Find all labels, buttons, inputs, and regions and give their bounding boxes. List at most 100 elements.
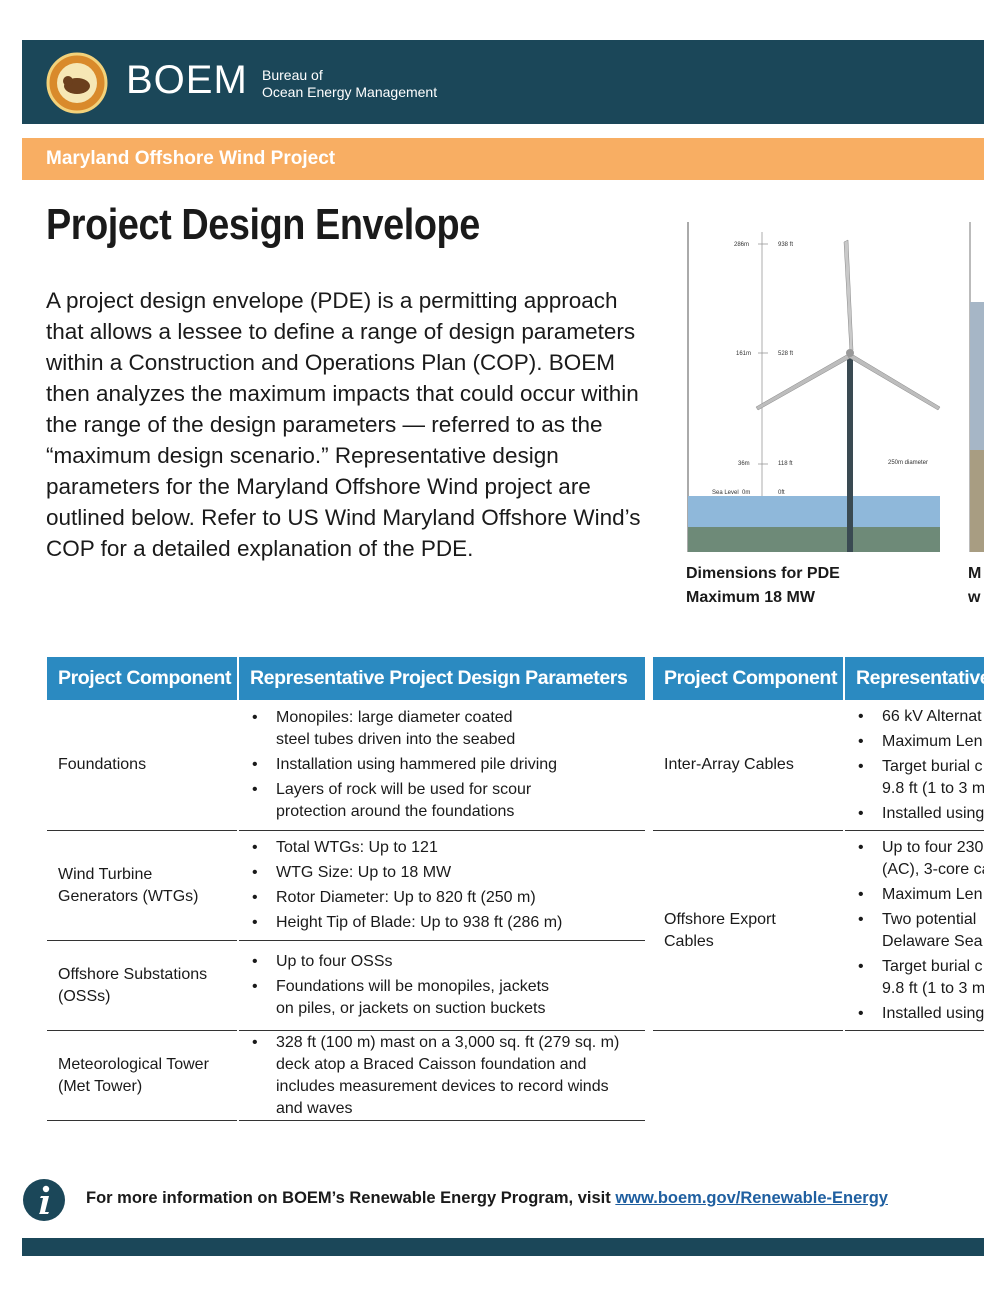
parameters-cell: Up to four OSSs Foundations will be monop… xyxy=(239,941,645,1031)
footer-text: For more information on BOEM’s Renewable… xyxy=(86,1189,888,1208)
page-title: Project Design Envelope xyxy=(46,200,480,249)
dimension-label: 161m xyxy=(736,351,751,357)
bullet-line: steel tubes driven into the seabed xyxy=(276,731,516,748)
bullet-line: 66 kV Alternat xyxy=(882,707,982,725)
parameters-cell: Up to four 230 (AC), 3-core ca Maximum Len… xyxy=(845,831,984,1031)
component-cell: Offshore Substations (OSSs) xyxy=(47,941,237,1031)
bullet-item: Foundations will be monopiles, jackets on… xyxy=(239,976,645,1020)
bullet-item: 328 ft (100 m) mast on a 3,000 sq. ft (2… xyxy=(239,1032,645,1120)
table-header: Representative xyxy=(845,657,984,700)
table-header: Representative Project Design Parameters xyxy=(239,657,645,700)
org-name: Ocean Energy Management xyxy=(262,84,438,100)
bullet-line: Maximum Len xyxy=(882,732,983,750)
component-text: (OSSs) xyxy=(58,987,111,1005)
component-text: Wind Turbine xyxy=(58,865,153,883)
bottom-bar xyxy=(22,1238,984,1256)
bullet-item: Target burial c 9.8 ft (1 to 3 m xyxy=(845,956,984,1000)
bullet-line: Monopiles: large diameter coated xyxy=(276,709,513,726)
dimension-label: 250m diameter xyxy=(888,460,928,466)
component-cell: Meteorological Tower (Met Tower) xyxy=(47,1031,237,1121)
bullet-item: 66 kV Alternat xyxy=(845,706,984,728)
bullet-item: WTG Size: Up to 18 MW xyxy=(239,862,645,884)
figure-caption: Maximum 18 MW xyxy=(686,589,815,606)
dimension-label: 118 ft xyxy=(778,461,793,467)
bullet-line: 9.8 ft (1 to 3 m xyxy=(882,979,984,997)
bullet-item: Total WTGs: Up to 121 xyxy=(239,837,645,859)
bullet-item: Maximum Len xyxy=(845,731,984,753)
bullet-line: (AC), 3-core ca xyxy=(882,860,984,878)
banner xyxy=(22,138,984,180)
component-text: Offshore Substations xyxy=(58,965,208,983)
bullet-item: Two potential Delaware Sea xyxy=(845,909,984,953)
parameters-cell: Monopiles: large diameter coated steel tu… xyxy=(239,700,645,831)
component-text: Inter-Array Cables xyxy=(664,756,794,773)
banner-text: Maryland Offshore Wind Project xyxy=(46,148,336,169)
dimension-label: 0ft xyxy=(778,490,785,496)
bullet-line: includes measurement devices to record w… xyxy=(276,1077,609,1095)
figure-caption: w xyxy=(968,589,981,606)
bullet-item: Layers of rock will be used for scour pro… xyxy=(239,779,645,823)
bullet-line: Target burial c xyxy=(882,757,983,775)
bullet-line: Height Tip of Blade: Up to 938 ft (286 m… xyxy=(276,914,563,931)
bullet-line: Installed using xyxy=(882,1004,984,1022)
dimension-label: 36m xyxy=(738,461,750,467)
table-header: Project Component xyxy=(653,657,843,700)
dimension-label: Sea Level 0m xyxy=(712,490,750,496)
dimension-label: 528 ft xyxy=(778,351,793,357)
dimension-label: 938 ft xyxy=(778,242,793,248)
bullet-line: Up to four OSSs xyxy=(276,953,393,970)
bullet-line: Installation using hammered pile driving xyxy=(276,756,558,773)
logo-wordmark: BOEM xyxy=(126,58,248,102)
component-text: (Met Tower) xyxy=(58,1077,143,1095)
bullet-line: 9.8 ft (1 to 3 m xyxy=(882,779,984,797)
component-text: Meteorological Tower xyxy=(58,1055,209,1073)
bullet-line: and waves xyxy=(276,1099,353,1117)
second-figure xyxy=(969,222,984,552)
footer-lead: For more information on BOEM’s Renewable… xyxy=(86,1189,611,1207)
bullet-item: Target burial c 9.8 ft (1 to 3 m xyxy=(845,756,984,800)
header-bar xyxy=(22,40,984,124)
table: Project Component Representative Project … xyxy=(47,657,645,1121)
bullet-line: deck atop a Braced Caisson foundation an… xyxy=(276,1055,587,1073)
table: Project Component Representative Inter-Arr… xyxy=(653,657,984,1031)
component-cell: Inter-Array Cables xyxy=(653,700,843,831)
component-cell: Wind Turbine Generators (WTGs) xyxy=(47,831,237,941)
seal-logo xyxy=(46,52,108,114)
bullet-line: Foundations will be monopiles, jackets xyxy=(276,978,550,995)
component-text: Foundations xyxy=(58,756,147,773)
footer-link[interactable]: www.boem.gov/Renewable-Energy xyxy=(615,1189,888,1207)
component-text: Generators (WTGs) xyxy=(58,887,199,905)
figure-caption: Dimensions for PDE xyxy=(686,565,840,582)
dimension-label: 286m xyxy=(734,242,749,248)
bullet-line: Maximum Len xyxy=(882,885,983,903)
bullet-item: Rotor Diameter: Up to 820 ft (250 m) xyxy=(239,887,645,909)
bullet-item: Up to four OSSs xyxy=(239,951,645,973)
bullet-line: on piles, or jackets on suction buckets xyxy=(276,1000,546,1017)
bullet-line: Delaware Sea xyxy=(882,932,983,950)
info-icon xyxy=(23,1179,65,1221)
parameters-cell: Total WTGs: Up to 121 WTG Size: Up to 18 … xyxy=(239,831,645,941)
bullet-line: Total WTGs: Up to 121 xyxy=(276,839,438,856)
table-header: Project Component xyxy=(47,657,237,700)
bullet-line: 328 ft (100 m) mast on a 3,000 sq. ft (2… xyxy=(276,1033,620,1051)
bullet-line: Up to four 230 xyxy=(882,838,984,856)
bullet-item: Monopiles: large diameter coated steel tu… xyxy=(239,707,645,751)
bullet-item: Height Tip of Blade: Up to 938 ft (286 m… xyxy=(239,912,645,934)
bullet-item: Installation using hammered pile driving xyxy=(239,754,645,776)
parameters-cell: 66 kV Alternat Maximum Len Target burial c… xyxy=(845,700,984,831)
org-name: Bureau of xyxy=(262,67,323,83)
component-text: Offshore Export xyxy=(664,910,776,928)
bullet-line: Target burial c xyxy=(882,957,983,975)
bullet-item: Installed using xyxy=(845,1003,984,1025)
figure-caption: M xyxy=(968,565,982,582)
bullet-item: Maximum Len xyxy=(845,884,984,906)
bullet-line: Installed using xyxy=(882,804,984,822)
parameters-cell: 328 ft (100 m) mast on a 3,000 sq. ft (2… xyxy=(239,1031,645,1121)
bullet-item: Up to four 230 (AC), 3-core ca xyxy=(845,837,984,881)
turbine-figure: 286m 938 ft 161m 528 ft 36m 118 ft Sea L… xyxy=(687,222,941,552)
component-cell: Foundations xyxy=(47,700,237,831)
bullet-line: protection around the foundations xyxy=(276,803,515,820)
bullet-item: Installed using xyxy=(845,803,984,825)
bullet-line: WTG Size: Up to 18 MW xyxy=(276,864,452,881)
